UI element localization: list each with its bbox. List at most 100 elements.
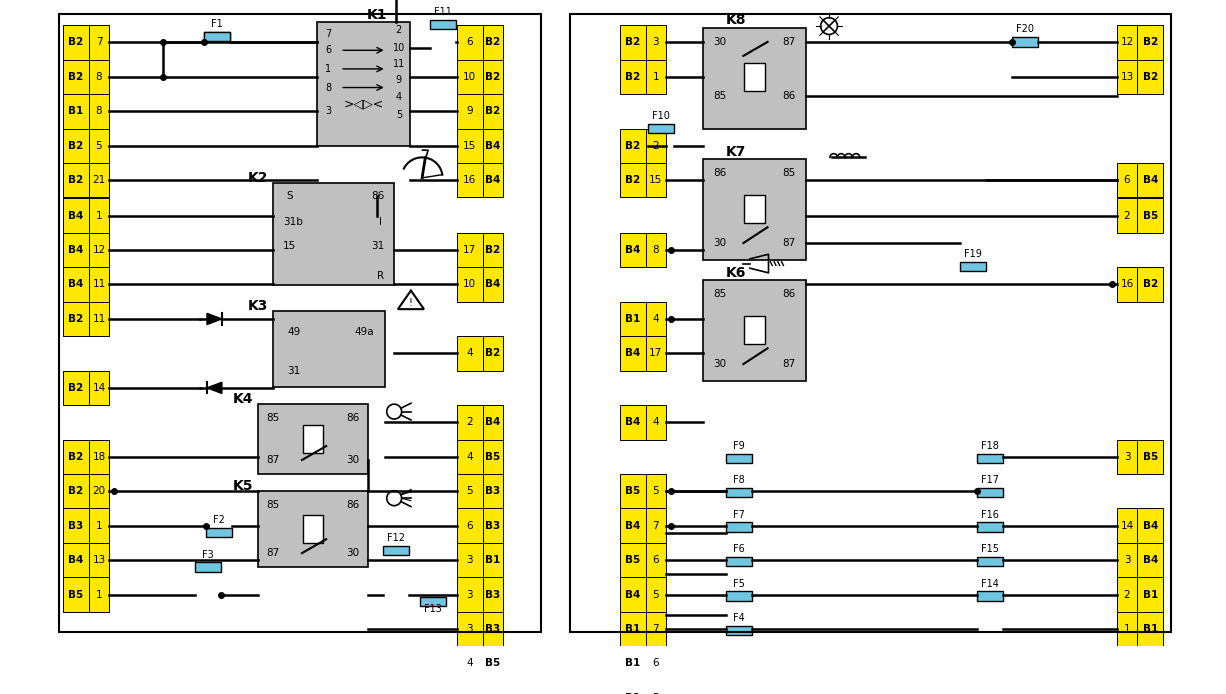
Bar [273, 311, 385, 387]
Text: 3: 3 [1124, 555, 1130, 565]
Text: 4: 4 [466, 348, 473, 358]
Text: 11: 11 [92, 314, 105, 324]
Bar [456, 94, 483, 128]
Text: R: R [376, 271, 384, 280]
Text: 9: 9 [396, 75, 402, 85]
Bar [456, 232, 483, 267]
Text: В4: В4 [67, 210, 83, 221]
Text: В1: В1 [625, 314, 640, 324]
Text: 21: 21 [92, 175, 105, 185]
Bar [456, 163, 483, 197]
Bar [646, 509, 666, 543]
Bar [88, 128, 109, 163]
Bar [273, 183, 395, 285]
Bar [63, 577, 88, 612]
Text: В3: В3 [485, 520, 500, 531]
Bar [63, 60, 88, 94]
Text: F8: F8 [733, 475, 744, 485]
Bar [456, 128, 483, 163]
Text: K2: K2 [248, 171, 268, 185]
Text: F12: F12 [387, 533, 405, 543]
Bar [88, 439, 109, 474]
Text: K5: K5 [233, 479, 254, 493]
Bar [483, 474, 503, 509]
Bar [63, 163, 88, 197]
Bar [726, 488, 752, 498]
Text: 3: 3 [466, 590, 473, 600]
Bar [619, 128, 646, 163]
Bar [456, 612, 483, 646]
Bar [1138, 577, 1163, 612]
Text: В4: В4 [625, 417, 640, 428]
Bar [726, 591, 752, 600]
Bar [63, 94, 88, 128]
Bar [1117, 543, 1138, 577]
Text: 5: 5 [652, 693, 660, 694]
Text: В5: В5 [625, 555, 640, 565]
Text: 85: 85 [714, 91, 727, 101]
Bar [88, 198, 109, 232]
Bar [977, 453, 1003, 463]
Bar [456, 60, 483, 94]
Bar [483, 646, 503, 681]
Bar [619, 509, 646, 543]
Text: В2: В2 [625, 71, 640, 82]
Text: В2: В2 [69, 314, 83, 324]
Bar [744, 194, 765, 223]
Bar [63, 439, 88, 474]
Text: F19: F19 [965, 249, 982, 259]
Text: В2: В2 [69, 175, 83, 185]
Bar [646, 128, 666, 163]
Text: 2: 2 [466, 417, 473, 428]
Bar [619, 577, 646, 612]
Bar [195, 562, 221, 572]
Text: В2: В2 [69, 452, 83, 462]
Bar [1138, 198, 1163, 232]
Bar [1138, 267, 1163, 302]
Text: 30: 30 [347, 548, 359, 558]
Text: 2: 2 [652, 141, 660, 151]
Bar [456, 267, 483, 302]
Bar [646, 405, 666, 439]
Bar [88, 577, 109, 612]
Bar [456, 336, 483, 371]
Bar [259, 491, 368, 567]
Bar [619, 336, 646, 371]
Bar [205, 32, 230, 41]
Text: I: I [379, 217, 381, 227]
Text: 11: 11 [392, 59, 405, 69]
Text: F7: F7 [733, 509, 744, 520]
Text: 10: 10 [392, 44, 405, 53]
Text: В4: В4 [625, 520, 640, 531]
Text: В2: В2 [69, 486, 83, 496]
Text: 4: 4 [466, 452, 473, 462]
Text: 6: 6 [652, 659, 660, 668]
Bar [483, 439, 503, 474]
Text: В2: В2 [625, 37, 640, 47]
Text: В2: В2 [69, 37, 83, 47]
Text: F11: F11 [434, 7, 451, 17]
Bar [483, 128, 503, 163]
Text: В2: В2 [1143, 37, 1157, 47]
Bar [726, 523, 752, 532]
Text: 3: 3 [325, 105, 331, 116]
Bar [456, 405, 483, 439]
Text: 13: 13 [1121, 71, 1134, 82]
Bar [88, 474, 109, 509]
Bar [88, 267, 109, 302]
Bar [483, 60, 503, 94]
Bar [1138, 543, 1163, 577]
Text: 31: 31 [287, 366, 300, 375]
Text: 85: 85 [266, 413, 280, 423]
Bar [88, 371, 109, 405]
Text: В1: В1 [1143, 624, 1157, 634]
Bar [316, 22, 409, 146]
Text: 17: 17 [650, 348, 662, 358]
Bar [63, 128, 88, 163]
Bar [977, 591, 1003, 600]
Text: 30: 30 [714, 359, 727, 369]
Text: 13: 13 [92, 555, 105, 565]
Bar [977, 523, 1003, 532]
Text: В4: В4 [1143, 555, 1159, 565]
Bar [1138, 60, 1163, 94]
